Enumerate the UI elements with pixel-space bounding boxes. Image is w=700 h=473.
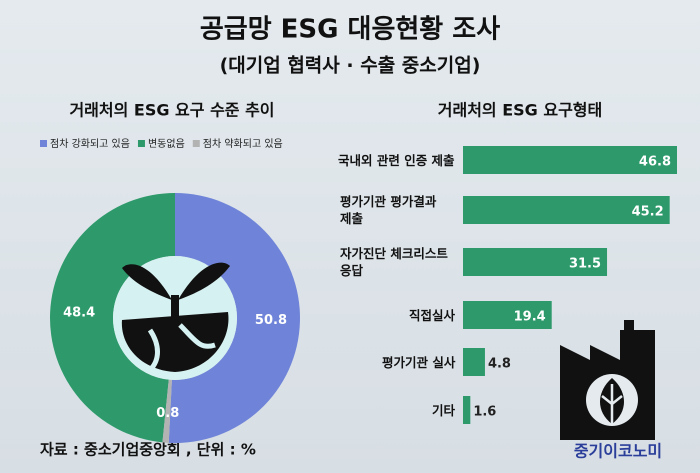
- factory-icon: [560, 320, 655, 440]
- bar-title: 거래처의 ESG 요구형태: [438, 101, 603, 120]
- bar-value-label: 19.4: [514, 310, 546, 325]
- pie-value-label: 0.8: [156, 406, 179, 421]
- bar: [463, 301, 552, 329]
- pie-value-label: 48.4: [63, 306, 95, 321]
- pie-group: [49, 193, 300, 443]
- bar-category-label: 평가기관 실사: [382, 354, 456, 370]
- legend-swatch: [40, 140, 47, 147]
- bar: [463, 348, 485, 376]
- brand: 중기이코노미: [574, 442, 662, 461]
- bar: [463, 248, 608, 276]
- pie-value-label: 50.8: [255, 313, 287, 328]
- bar-value-label: 46.8: [639, 155, 671, 170]
- bar: [463, 196, 670, 224]
- bar-value-label: 31.5: [569, 257, 601, 272]
- legend-label: 점차 약화되고 있음: [203, 138, 283, 150]
- bar-category-label: 국내외 관련 인증 제출: [338, 152, 455, 168]
- bar: [463, 146, 677, 174]
- pie-title: 거래처의 ESG 요구 수준 추이: [69, 101, 274, 120]
- pie-slice: [49, 193, 175, 443]
- bar-value-label: 4.8: [488, 357, 511, 372]
- bar-value-label: 45.2: [632, 205, 664, 220]
- legend-label: 점차 강화되고 있음: [50, 138, 130, 150]
- source: 자료 : 중소기업중앙회 , 단위 : %: [40, 441, 256, 459]
- plant-icon: [113, 256, 237, 380]
- legend-label: 변동없음: [148, 137, 185, 150]
- main-title: 공급망 ESG 대응현황 조사: [200, 15, 500, 45]
- legend-swatch: [137, 140, 145, 147]
- subtitle: (대기업 협력사 · 수출 중소기업): [220, 55, 481, 77]
- bar-category-label: 기타: [432, 402, 456, 418]
- pie-slice: [168, 193, 300, 443]
- bar-value-label: 1.6: [473, 405, 496, 420]
- bar-category-label: 자가진단 체크리스트 응답: [340, 246, 448, 278]
- legend-swatch: [192, 140, 200, 147]
- bar: [463, 396, 471, 424]
- pie-slice: [162, 379, 172, 443]
- bar-category-label: 평가기관 평가결과 제출: [340, 194, 437, 226]
- bar-category-label: 직접실사: [409, 307, 456, 323]
